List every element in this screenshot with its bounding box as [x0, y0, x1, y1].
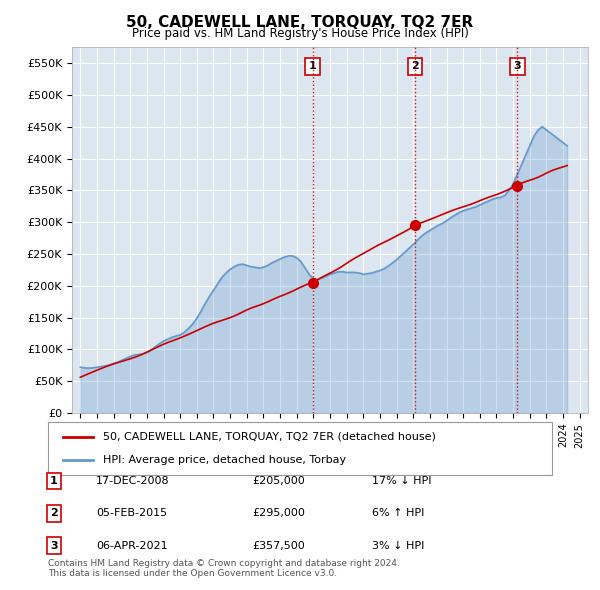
Text: Contains HM Land Registry data © Crown copyright and database right 2024.
This d: Contains HM Land Registry data © Crown c…: [48, 559, 400, 578]
Text: 2: 2: [50, 509, 58, 518]
Text: 3% ↓ HPI: 3% ↓ HPI: [372, 541, 424, 550]
Text: £205,000: £205,000: [252, 476, 305, 486]
Text: 06-APR-2021: 06-APR-2021: [96, 541, 167, 550]
Text: 50, CADEWELL LANE, TORQUAY, TQ2 7ER: 50, CADEWELL LANE, TORQUAY, TQ2 7ER: [127, 15, 473, 30]
Text: Price paid vs. HM Land Registry's House Price Index (HPI): Price paid vs. HM Land Registry's House …: [131, 27, 469, 40]
Text: 2: 2: [411, 61, 419, 71]
Text: 50, CADEWELL LANE, TORQUAY, TQ2 7ER (detached house): 50, CADEWELL LANE, TORQUAY, TQ2 7ER (det…: [103, 432, 436, 442]
Text: 3: 3: [514, 61, 521, 71]
Text: 17-DEC-2008: 17-DEC-2008: [96, 476, 170, 486]
Text: 3: 3: [50, 541, 58, 550]
Text: £357,500: £357,500: [252, 541, 305, 550]
Text: 1: 1: [309, 61, 317, 71]
Text: 17% ↓ HPI: 17% ↓ HPI: [372, 476, 431, 486]
Text: 6% ↑ HPI: 6% ↑ HPI: [372, 509, 424, 518]
Text: 1: 1: [50, 476, 58, 486]
Text: £295,000: £295,000: [252, 509, 305, 518]
Text: 05-FEB-2015: 05-FEB-2015: [96, 509, 167, 518]
Text: HPI: Average price, detached house, Torbay: HPI: Average price, detached house, Torb…: [103, 455, 347, 465]
